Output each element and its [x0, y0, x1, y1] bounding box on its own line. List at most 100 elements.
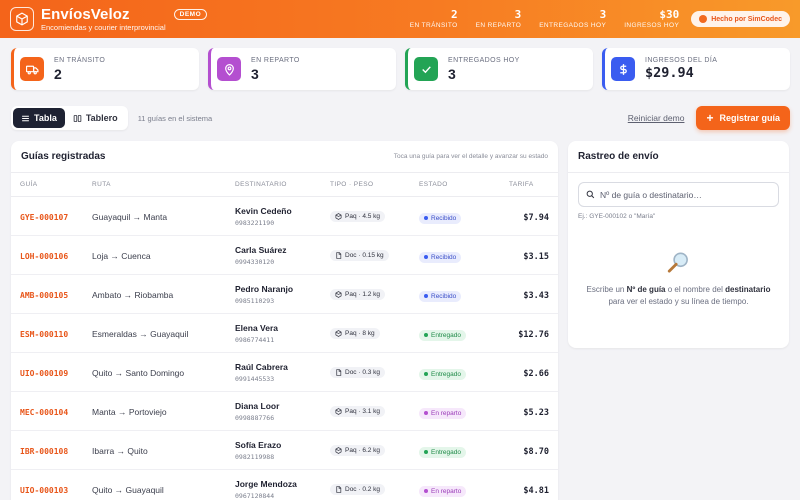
stat-cards: EN TRÁNSITO 2 EN REPARTO 3 ENTREGADOS HO…	[11, 48, 790, 90]
status-badge: Entregado	[419, 368, 466, 380]
guide-fee: $5.23	[523, 408, 549, 418]
reset-demo-link[interactable]: Reiniciar demo	[627, 113, 685, 123]
recipient-name: Elena Vera	[235, 322, 279, 333]
guide-id[interactable]: LOH-000106	[20, 252, 69, 261]
box-logo-icon	[10, 7, 34, 31]
demo-badge: DEMO	[173, 8, 208, 20]
type-weight-label: Paq · 4.5 kg	[345, 213, 381, 220]
table-row[interactable]: UIO-000109 Quito → Santo Domingo Raúl Cabr…	[11, 353, 558, 392]
stat-card-label: ENTREGADOS HOY	[448, 57, 520, 64]
guide-id[interactable]: MEC-000104	[20, 408, 69, 417]
tracking-msg-part: Escribe un	[586, 285, 627, 294]
type-weight-pill: Paq · 1.2 kg	[330, 289, 386, 300]
toolbar: Tabla Tablero 11 guías en el sistema Rei…	[11, 106, 790, 130]
table-row[interactable]: AMB-000105 Ambato → Riobamba Pedro Naranjo…	[11, 275, 558, 314]
tracking-panel: Rastreo de envío Ej.: GYE-000102 o "Marí…	[568, 141, 789, 348]
package-icon	[335, 213, 342, 220]
status-badge: Recibido	[419, 251, 462, 263]
table-row[interactable]: IBR-000108 Ibarra → Quito Sofía Erazo 09821…	[11, 431, 558, 470]
guide-id[interactable]: UIO-000103	[20, 486, 69, 495]
status-dot-icon	[424, 333, 428, 337]
guide-fee: $3.43	[523, 291, 549, 301]
guide-fee: $3.15	[523, 252, 549, 262]
view-table-button[interactable]: Tabla	[13, 108, 65, 128]
recipient-phone: 0994330120	[235, 257, 275, 266]
guides-panel-header: Guías registradas Toca una guía para ver…	[11, 141, 558, 173]
recipient-name: Diana Loor	[235, 400, 280, 411]
table-row[interactable]: GYE-000107 Guayaquil → Manta Kevin Cedeño 0…	[11, 197, 558, 236]
table-row[interactable]: ESM-000110 Esmeraldas → Guayaquil Elena Ve…	[11, 314, 558, 353]
register-guide-button[interactable]: + Registrar guía	[696, 106, 790, 130]
column-header-type: TIPO · PESO	[330, 181, 374, 188]
recipient-name: Raúl Cabrera	[235, 361, 288, 372]
recipient-name: Sofía Erazo	[235, 439, 282, 450]
stat-card-label: EN REPARTO	[251, 57, 300, 64]
stat-card-value: 3	[251, 66, 259, 82]
header-stat-value: 2	[451, 8, 458, 21]
status-dot-icon	[424, 489, 428, 493]
stat-card-income: INGRESOS DEL DÍA $29.94	[602, 48, 790, 90]
guide-route: Guayaquil → Manta	[92, 212, 168, 222]
recipient-name: Carla Suárez	[235, 244, 287, 255]
status-badge: Recibido	[419, 290, 462, 302]
tracking-search-input[interactable]	[600, 189, 770, 200]
list-icon	[22, 115, 29, 121]
guide-route: Esmeraldas → Guayaquil	[92, 329, 189, 339]
guide-fee: $12.76	[518, 330, 549, 340]
guide-id[interactable]: ESM-000110	[20, 330, 69, 339]
tracking-msg-part: o el nombre del	[665, 285, 726, 294]
header-stat-delivered: 3 ENTREGADOS HOY	[539, 9, 606, 29]
tracking-msg-part: para ver el estado y su línea de tiempo.	[608, 297, 749, 307]
guide-route: Quito → Santo Domingo	[92, 368, 185, 378]
search-icon	[586, 190, 595, 199]
table-row[interactable]: MEC-000104 Manta → Portoviejo Diana Loor 09…	[11, 392, 558, 431]
recipient-phone: 0983221190	[235, 218, 275, 227]
package-icon	[335, 447, 342, 454]
tracking-msg-bold: destinatario	[725, 285, 771, 294]
columns-icon	[73, 114, 82, 122]
recipient-phone: 0967120844	[235, 491, 275, 500]
type-weight-pill: Doc · 0.2 kg	[330, 484, 386, 495]
column-header-guide: GUÍA	[20, 181, 38, 188]
package-icon	[335, 330, 342, 337]
status-badge: Recibido	[419, 212, 462, 224]
guides-panel: Guías registradas Toca una guía para ver…	[11, 141, 558, 500]
guide-fee: $7.94	[523, 213, 549, 223]
guide-id[interactable]: GYE-000107	[20, 213, 69, 222]
status-label: Recibido	[431, 253, 457, 261]
tracking-title: Rastreo de envío	[568, 141, 789, 173]
brand-subtitle: Encomiendas y courier interprovincial	[41, 22, 166, 32]
stat-card-delivered: ENTREGADOS HOY 3	[405, 48, 593, 90]
made-by-label: Hecho por SimCodec	[711, 15, 782, 23]
table-body: GYE-000107 Guayaquil → Manta Kevin Cedeño 0…	[11, 197, 558, 500]
recipient-phone: 0998887766	[235, 413, 275, 422]
table-row[interactable]: UIO-000103 Quito → Guayaquil Jorge Mendoza…	[11, 470, 558, 500]
header-stat-delivering: 3 EN REPARTO	[476, 9, 522, 29]
guide-fee: $2.66	[523, 369, 549, 379]
guide-id[interactable]: IBR-000108	[20, 447, 69, 456]
view-board-button[interactable]: Tablero	[65, 108, 126, 128]
type-weight-pill: Paq · 8 kg	[330, 328, 380, 339]
type-weight-pill: Paq · 3.1 kg	[330, 406, 386, 417]
guide-route: Manta → Portoviejo	[92, 407, 167, 417]
stat-card-value: 2	[54, 66, 62, 82]
tracking-search-box[interactable]	[578, 182, 779, 207]
type-weight-label: Doc · 0.3 kg	[345, 369, 381, 376]
brand-dot-icon	[699, 15, 708, 23]
column-header-recipient: DESTINATARIO	[235, 181, 287, 188]
header-stat-value: 3	[514, 8, 522, 21]
type-weight-pill: Paq · 4.5 kg	[330, 211, 386, 222]
view-toggle: Tabla Tablero	[11, 106, 128, 130]
recipient-name: Jorge Mendoza	[235, 478, 297, 489]
guide-id[interactable]: AMB-000105	[20, 291, 69, 300]
header-stat-transit: 2 EN TRÁNSITO	[410, 9, 458, 29]
tracking-empty-state: Escribe un Nº de guía o el nombre del de…	[568, 250, 789, 309]
guide-id[interactable]: UIO-000109	[20, 369, 69, 378]
header-stat-label: EN REPARTO	[475, 22, 522, 29]
guide-route: Quito → Guayaquil	[92, 485, 164, 495]
recipient-name: Pedro Naranjo	[235, 283, 294, 294]
table-row[interactable]: LOH-000106 Loja → Cuenca Carla Suárez 09943…	[11, 236, 558, 275]
made-by-link[interactable]: Hecho por SimCodec	[691, 11, 790, 27]
status-badge: En reparto	[419, 407, 467, 419]
type-weight-label: Paq · 8 kg	[345, 330, 375, 337]
